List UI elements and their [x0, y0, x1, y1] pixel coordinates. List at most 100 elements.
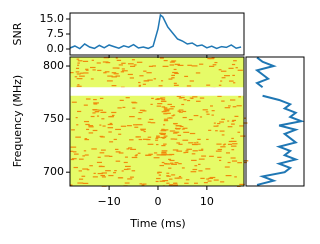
heatmap-cell	[157, 171, 161, 173]
heatmap-cell	[213, 179, 219, 181]
heatmap-cell	[220, 80, 223, 82]
heatmap-cell	[170, 138, 175, 140]
heatmap-cell	[168, 167, 172, 169]
heatmap-cell	[153, 78, 157, 80]
heatmap-cell	[205, 168, 211, 170]
heatmap-cell	[186, 85, 192, 87]
heatmap-cell	[192, 96, 198, 98]
heatmap-cell	[124, 165, 131, 168]
heatmap-cell	[170, 162, 174, 164]
heatmap-cell	[219, 159, 222, 162]
heatmap-cell	[199, 116, 203, 118]
heatmap-cell	[90, 115, 95, 118]
heatmap-cell	[138, 81, 141, 84]
heatmap-cell	[211, 114, 214, 116]
heatmap-cell	[228, 140, 232, 143]
heatmap-cell	[169, 184, 174, 186]
y-tick-label: 750	[43, 112, 64, 125]
heatmap-cell	[141, 184, 145, 186]
heatmap-cell	[82, 182, 89, 185]
heatmap-cell	[138, 138, 143, 141]
heatmap-cell	[138, 85, 141, 87]
heatmap-cell	[162, 153, 167, 155]
heatmap-cell	[232, 143, 238, 145]
heatmap-cell	[172, 184, 178, 186]
heatmap-cell	[185, 179, 190, 181]
heatmap-cell	[71, 129, 75, 131]
heatmap-cell	[96, 62, 101, 64]
heatmap-cell	[117, 107, 122, 109]
heatmap-cell	[175, 131, 180, 133]
heatmap-cell	[88, 125, 94, 127]
heatmap-cell	[167, 163, 171, 165]
heatmap-cell	[134, 155, 137, 157]
heatmap-cell	[243, 161, 247, 164]
heatmap-cell	[169, 108, 174, 110]
heatmap-cell	[89, 165, 93, 167]
heatmap-cell	[82, 60, 89, 62]
heatmap-cell	[217, 156, 222, 158]
heatmap-cell	[169, 178, 173, 180]
heatmap-cell	[156, 105, 162, 107]
heatmap-cell	[135, 154, 138, 156]
heatmap-cell	[163, 113, 168, 115]
heatmap-cell	[77, 62, 80, 64]
heatmap-cell	[166, 109, 170, 112]
heatmap-cell	[139, 183, 143, 185]
heatmap-cell	[172, 149, 179, 151]
heatmap-cell	[136, 124, 143, 126]
heatmap-cell	[217, 122, 221, 125]
heatmap-cell	[171, 60, 177, 62]
heatmap-cell	[224, 166, 230, 168]
heatmap-cell	[188, 142, 194, 144]
heatmap-cell	[134, 126, 139, 128]
heatmap-cell	[103, 57, 109, 59]
heatmap-cell	[120, 71, 125, 73]
heatmap-cell	[206, 138, 209, 141]
heatmap-cell	[77, 182, 84, 184]
heatmap-cell	[221, 100, 225, 102]
heatmap-cell	[84, 138, 90, 141]
heatmap-cell	[215, 130, 218, 132]
heatmap-cell	[221, 118, 225, 120]
heatmap-cell	[100, 136, 105, 138]
heatmap-cell	[181, 167, 185, 169]
heatmap-cell	[190, 171, 197, 173]
heatmap-cell	[107, 75, 113, 77]
heatmap-cell	[181, 103, 185, 106]
heatmap-cell	[220, 146, 226, 148]
heatmap-cell	[78, 178, 84, 180]
heatmap-cell	[100, 149, 106, 151]
heatmap-cell	[156, 177, 161, 180]
heatmap-cell	[182, 139, 189, 141]
heatmap-cell	[209, 105, 213, 107]
heatmap-cell	[75, 71, 80, 73]
heatmap-cell	[157, 98, 163, 100]
heatmap-cell	[151, 97, 154, 100]
heatmap-cell	[150, 103, 153, 105]
heatmap-cell	[112, 67, 119, 69]
heatmap-cell	[115, 151, 121, 153]
heatmap-cell	[95, 110, 100, 113]
heatmap-cell	[233, 82, 236, 84]
heatmap-cell	[174, 162, 179, 164]
heatmap-cell	[228, 105, 231, 107]
heatmap-cell	[122, 106, 126, 108]
y-tick-label: 800	[43, 59, 64, 72]
heatmap-cell	[238, 96, 242, 98]
heatmap-cell	[163, 118, 168, 120]
heatmap-cell	[161, 106, 166, 108]
heatmap-cell	[173, 82, 177, 84]
heatmap-cell	[177, 64, 184, 66]
heatmap-cell	[79, 75, 85, 77]
heatmap-cell	[109, 141, 114, 143]
heatmap-cell	[198, 170, 203, 172]
heatmap-cell	[166, 175, 171, 177]
heatmap-cell	[160, 100, 167, 102]
heatmap-cell	[84, 138, 88, 140]
y-tick-label: 7.5	[47, 27, 65, 40]
heatmap-cell	[127, 178, 133, 180]
heatmap-cell	[111, 85, 117, 87]
heatmap-cell	[139, 75, 144, 77]
heatmap-cell	[71, 158, 77, 160]
